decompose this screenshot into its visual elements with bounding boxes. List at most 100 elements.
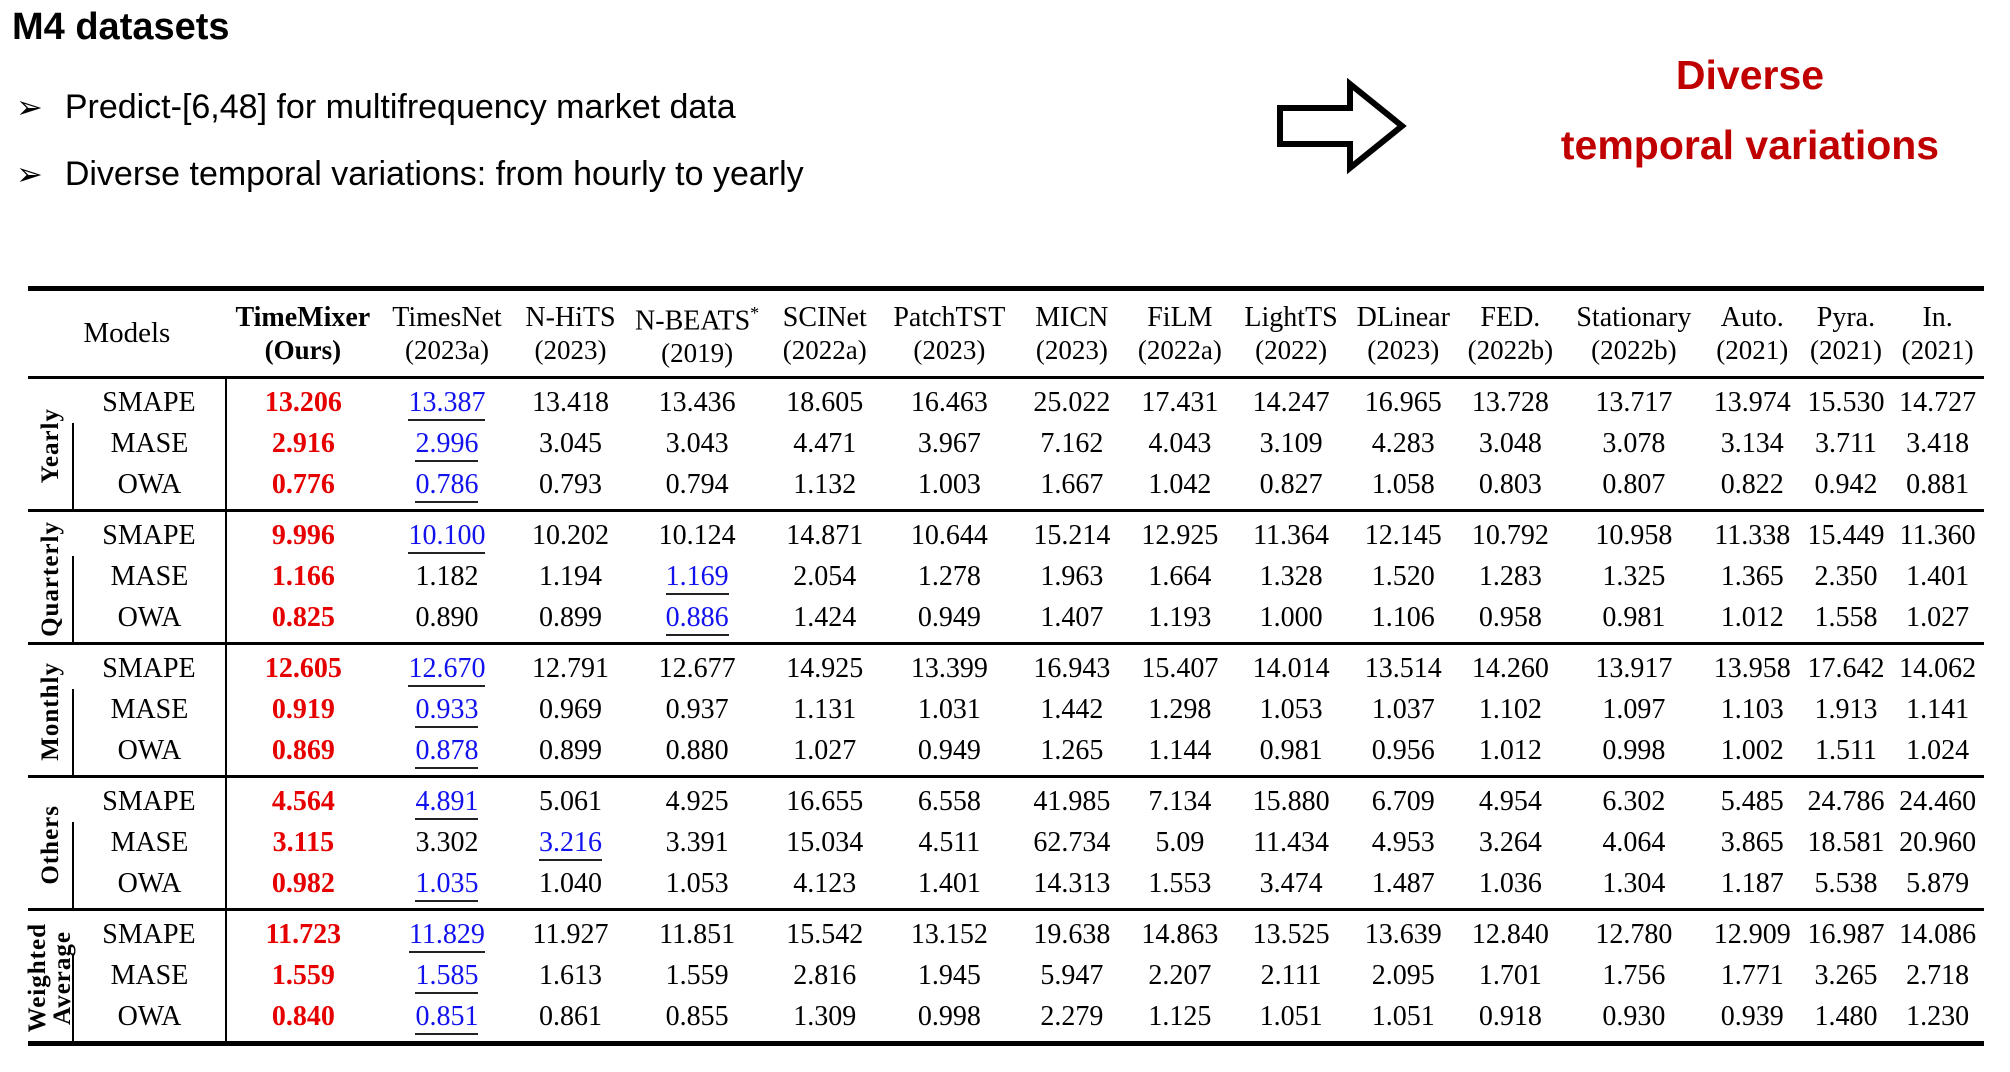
second-best-value: 11.829 bbox=[408, 920, 485, 954]
metric-value-cell: 12.677 bbox=[627, 642, 768, 690]
metric-value-cell: 2.095 bbox=[1371, 960, 1435, 992]
metric-value-cell: 0.899 bbox=[538, 735, 602, 767]
metric-value-cell: 0.918 bbox=[1478, 1001, 1542, 1033]
metric-value-cell: 0.981 bbox=[1602, 602, 1666, 634]
metric-value-cell: 15.449 bbox=[1800, 509, 1892, 557]
metric-value-cell: 16.943 bbox=[1016, 642, 1128, 690]
metric-value-cell: 1.559 bbox=[665, 960, 729, 992]
metric-value-cell: 1.144 bbox=[1148, 735, 1212, 767]
metric-value-cell: 5.538 bbox=[1814, 868, 1878, 900]
metric-value-cell: 14.863 bbox=[1127, 908, 1233, 956]
second-best-value: 12.670 bbox=[408, 654, 486, 688]
metric-value-cell: 15.034 bbox=[786, 827, 864, 859]
metric-value-cell: 14.086 bbox=[1891, 908, 1984, 956]
best-value: 12.605 bbox=[264, 653, 342, 685]
metric-value-cell: 1.283 bbox=[1478, 561, 1542, 593]
metric-value-cell: 0.956 bbox=[1371, 735, 1435, 767]
metric-value-cell: 12.909 bbox=[1703, 908, 1801, 956]
best-value: 1.166 bbox=[271, 561, 335, 593]
metric-value-cell: 7.162 bbox=[1040, 428, 1104, 460]
metric-value-cell: 3.265 bbox=[1814, 960, 1878, 992]
table-row: MASE 2.916 2.996 3.045 3.043 4.471 3.967 7.162 4… bbox=[28, 423, 1984, 465]
page-title: M4 datasets bbox=[12, 6, 230, 48]
metric-value-cell: 1.003 bbox=[917, 469, 981, 501]
metric-value-cell: 1.442 bbox=[1040, 694, 1104, 726]
metric-value-cell: 5.09 bbox=[1155, 827, 1205, 859]
second-best-value: 3.216 bbox=[538, 828, 602, 862]
metric-value-cell: 16.463 bbox=[910, 387, 988, 419]
metric-value-cell: 1.328 bbox=[1259, 561, 1323, 593]
metric-value-cell: 1.053 bbox=[665, 868, 729, 900]
metric-value-cell: 12.840 bbox=[1456, 908, 1564, 956]
metric-value-cell: 1.265 bbox=[1040, 735, 1104, 767]
metric-label: MASE bbox=[72, 556, 227, 598]
results-table: Models TimeMixer (Ours) TimesNet (2023a) N-H… bbox=[24, 286, 1984, 1047]
metric-value-cell: 14.247 bbox=[1252, 387, 1330, 419]
metric-value-cell: 4.064 bbox=[1602, 827, 1666, 859]
metric-value-cell: 1.407 bbox=[1040, 602, 1104, 634]
highlight-line-2: temporal variations bbox=[1560, 122, 1940, 168]
metric-value-cell: 13.514 bbox=[1349, 642, 1457, 690]
metric-value-cell: 1.511 bbox=[1814, 735, 1877, 767]
table-row: OWA 0.982 1.035 1.040 1.053 4.123 1.401 14.313 1… bbox=[28, 863, 1984, 910]
metric-value-cell: 12.670 bbox=[380, 642, 514, 690]
metric-value-cell: 15.214 bbox=[1016, 509, 1128, 557]
table-row: MASE 0.919 0.933 0.969 0.937 1.131 1.031 1.442 1… bbox=[28, 689, 1984, 731]
column-header-film: FiLM (2022a) bbox=[1127, 288, 1233, 380]
metric-value-cell: 14.727 bbox=[1899, 387, 1977, 419]
metric-value-cell: 2.054 bbox=[793, 561, 857, 593]
metric-value-cell: 0.803 bbox=[1478, 469, 1542, 501]
metric-value-cell: 3.865 bbox=[1720, 827, 1784, 859]
metric-value-cell: 1.132 bbox=[793, 469, 857, 501]
metric-label: OWA bbox=[72, 863, 227, 910]
metric-value-cell: 1.424 bbox=[793, 602, 857, 634]
metric-label: MASE bbox=[72, 822, 227, 864]
metric-value-cell: 17.642 bbox=[1800, 642, 1892, 690]
column-header-dlinear: DLinear (2023) bbox=[1349, 288, 1457, 380]
metric-value-cell: 1.756 bbox=[1602, 960, 1666, 992]
metric-value-cell: 17.431 bbox=[1141, 387, 1219, 419]
second-best-value: 2.996 bbox=[415, 429, 479, 463]
metric-value-cell: 1.667 bbox=[1040, 469, 1104, 501]
metric-value-cell: 0.786 bbox=[380, 464, 514, 511]
metric-value-cell: 3.474 bbox=[1259, 868, 1323, 900]
second-best-value: 13.387 bbox=[408, 388, 486, 422]
metric-value-cell: 1.553 bbox=[1148, 868, 1212, 900]
metric-value-cell: 13.525 bbox=[1232, 908, 1350, 956]
metric-value-cell: 1.036 bbox=[1478, 868, 1542, 900]
table-row: MASE 1.559 1.585 1.613 1.559 2.816 1.945 5.947 2… bbox=[28, 955, 1984, 997]
metric-value-cell: 11.829 bbox=[380, 908, 514, 956]
metric-value-cell: 0.949 bbox=[917, 602, 981, 634]
metric-value-cell: 1.230 bbox=[1906, 1001, 1970, 1033]
metric-value-cell: 1.194 bbox=[538, 561, 602, 593]
metric-value-cell: 14.014 bbox=[1232, 642, 1350, 690]
second-best-value: 0.933 bbox=[415, 695, 479, 729]
metric-value-cell: 1.169 bbox=[627, 556, 767, 597]
right-block-arrow-icon bbox=[1277, 77, 1407, 175]
metric-label: SMAPE bbox=[73, 775, 227, 823]
metric-value-cell: 11.364 bbox=[1232, 509, 1350, 557]
group-label-monthly: Monthly bbox=[28, 642, 74, 777]
best-value: 0.919 bbox=[271, 694, 335, 726]
metric-value-cell: 1.042 bbox=[1148, 469, 1212, 501]
metric-value-cell: 11.851 bbox=[627, 908, 768, 956]
group-label-weighted-average: Weighted Average bbox=[24, 908, 76, 1044]
header-row: Models TimeMixer (Ours) TimesNet (2023a) N-H… bbox=[28, 288, 1984, 380]
metric-value-cell: 11.723 bbox=[225, 908, 381, 956]
metric-value-cell: 4.564 bbox=[225, 775, 381, 823]
metric-value-cell: 1.051 bbox=[1371, 1001, 1435, 1033]
metric-value-cell: 0.933 bbox=[380, 689, 514, 730]
table-row: OWA 0.776 0.786 0.793 0.794 1.132 1.003 1.667 1.… bbox=[28, 464, 1984, 511]
metric-value-cell: 3.302 bbox=[415, 827, 479, 859]
metric-value-cell: 14.313 bbox=[1033, 868, 1111, 900]
column-header-n-hits: N-HiTS (2023) bbox=[513, 288, 628, 380]
best-value: 9.996 bbox=[271, 520, 335, 552]
metric-value-cell: 5.879 bbox=[1906, 868, 1970, 900]
metric-value-cell: 1.520 bbox=[1371, 561, 1435, 593]
metric-value-cell: 1.037 bbox=[1371, 694, 1435, 726]
second-best-value: 1.169 bbox=[665, 562, 729, 596]
metric-value-cell: 3.264 bbox=[1478, 827, 1542, 859]
highlight-line-1: Diverse bbox=[1675, 52, 1825, 98]
second-best-value: 0.786 bbox=[415, 470, 479, 504]
